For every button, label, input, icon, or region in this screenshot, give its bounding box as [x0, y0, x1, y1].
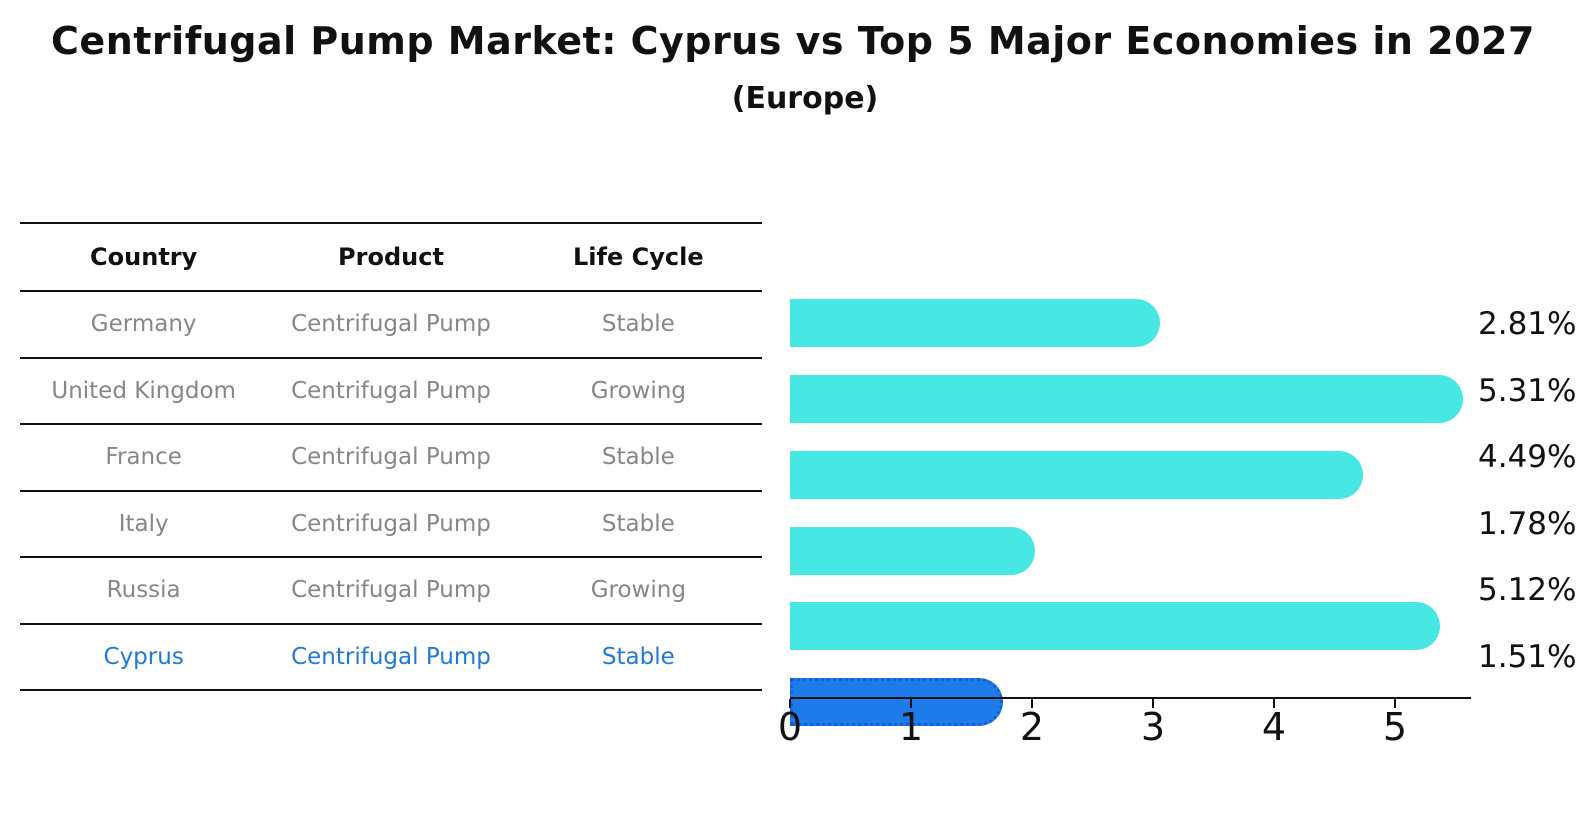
- bar-row: [790, 450, 1580, 518]
- bar-row: [790, 299, 1580, 366]
- cell-country: France: [105, 444, 182, 471]
- bar-row: [790, 526, 1580, 594]
- cell-life-cycle: Stable: [601, 311, 675, 338]
- value-label: 5.12%: [1478, 572, 1577, 609]
- chart-title: Centrifugal Pump Market: Cyprus vs Top 5…: [51, 19, 1535, 63]
- cell-life-cycle: Stable: [601, 444, 675, 471]
- bar-france: [790, 450, 1364, 499]
- x-tick: [1273, 699, 1275, 708]
- cell-life-cycle: Stable: [601, 510, 675, 537]
- cell-country: Germany: [90, 311, 197, 338]
- table-row: Germany Centrifugal Pump Stable: [20, 292, 762, 359]
- table-row: Russia Centrifugal Pump Growing: [20, 558, 762, 625]
- cell-country: Cyprus: [103, 643, 184, 670]
- x-tick-label: 4: [1261, 705, 1287, 749]
- cell-product: Centrifugal Pump: [291, 311, 491, 338]
- cell-country: Russia: [106, 577, 181, 604]
- table-row: Cyprus Centrifugal Pump Stable: [20, 625, 762, 691]
- bar-united-kingdom: [790, 375, 1463, 423]
- cell-life-cycle: Stable: [601, 643, 675, 670]
- bar-row: [790, 678, 1580, 745]
- cell-life-cycle: Growing: [590, 577, 686, 604]
- x-tick-label: 1: [898, 705, 924, 749]
- x-tick: [789, 699, 791, 708]
- cell-product: Centrifugal Pump: [291, 510, 491, 537]
- x-tick: [1394, 699, 1396, 708]
- x-tick-label: 5: [1382, 705, 1408, 749]
- x-tick: [1031, 699, 1033, 708]
- value-label: 5.31%: [1478, 372, 1577, 409]
- cell-product: Centrifugal Pump: [291, 444, 491, 471]
- bar-row: [790, 375, 1580, 442]
- x-tick: [1152, 699, 1154, 708]
- table-row: Italy Centrifugal Pump Stable: [20, 492, 762, 558]
- cell-country: United Kingdom: [51, 377, 236, 404]
- x-tick-label: 2: [1019, 705, 1045, 749]
- value-label: 2.81%: [1478, 306, 1577, 343]
- value-label: 1.78%: [1478, 505, 1577, 542]
- bar-germany: [790, 299, 1160, 348]
- value-label: 4.49%: [1478, 439, 1577, 476]
- table-row: United Kingdom Centrifugal Pump Growing: [20, 359, 762, 425]
- cell-life-cycle: Growing: [590, 377, 686, 404]
- x-tick-label: 3: [1140, 705, 1166, 749]
- bar-highlight-cyprus: [790, 678, 1003, 726]
- chart-subtitle: (Europe): [731, 81, 879, 116]
- table-header-row: Country Product Life Cycle: [20, 224, 762, 292]
- cell-product: Centrifugal Pump: [291, 643, 491, 670]
- x-tick: [910, 699, 912, 708]
- x-tick-label: 0: [777, 705, 803, 749]
- table-body: Germany Centrifugal Pump Stable United King…: [20, 292, 762, 691]
- cell-product: Centrifugal Pump: [291, 377, 491, 404]
- col-header-product: Product: [338, 243, 444, 271]
- col-header-lifecycle: Life Cycle: [573, 243, 704, 271]
- bar-russia: [790, 602, 1440, 651]
- cell-product: Centrifugal Pump: [291, 577, 491, 604]
- col-header-country: Country: [90, 243, 198, 271]
- country-table: Country Product Life Cycle Germany Centri…: [20, 222, 762, 691]
- bar-row: [790, 602, 1580, 669]
- x-axis-line: [790, 697, 1471, 699]
- cell-country: Italy: [118, 510, 169, 537]
- value-label: 1.51%: [1478, 638, 1577, 675]
- table-row: France Centrifugal Pump Stable: [20, 425, 762, 492]
- bar-italy: [790, 526, 1036, 575]
- bar-chart: [790, 290, 1580, 726]
